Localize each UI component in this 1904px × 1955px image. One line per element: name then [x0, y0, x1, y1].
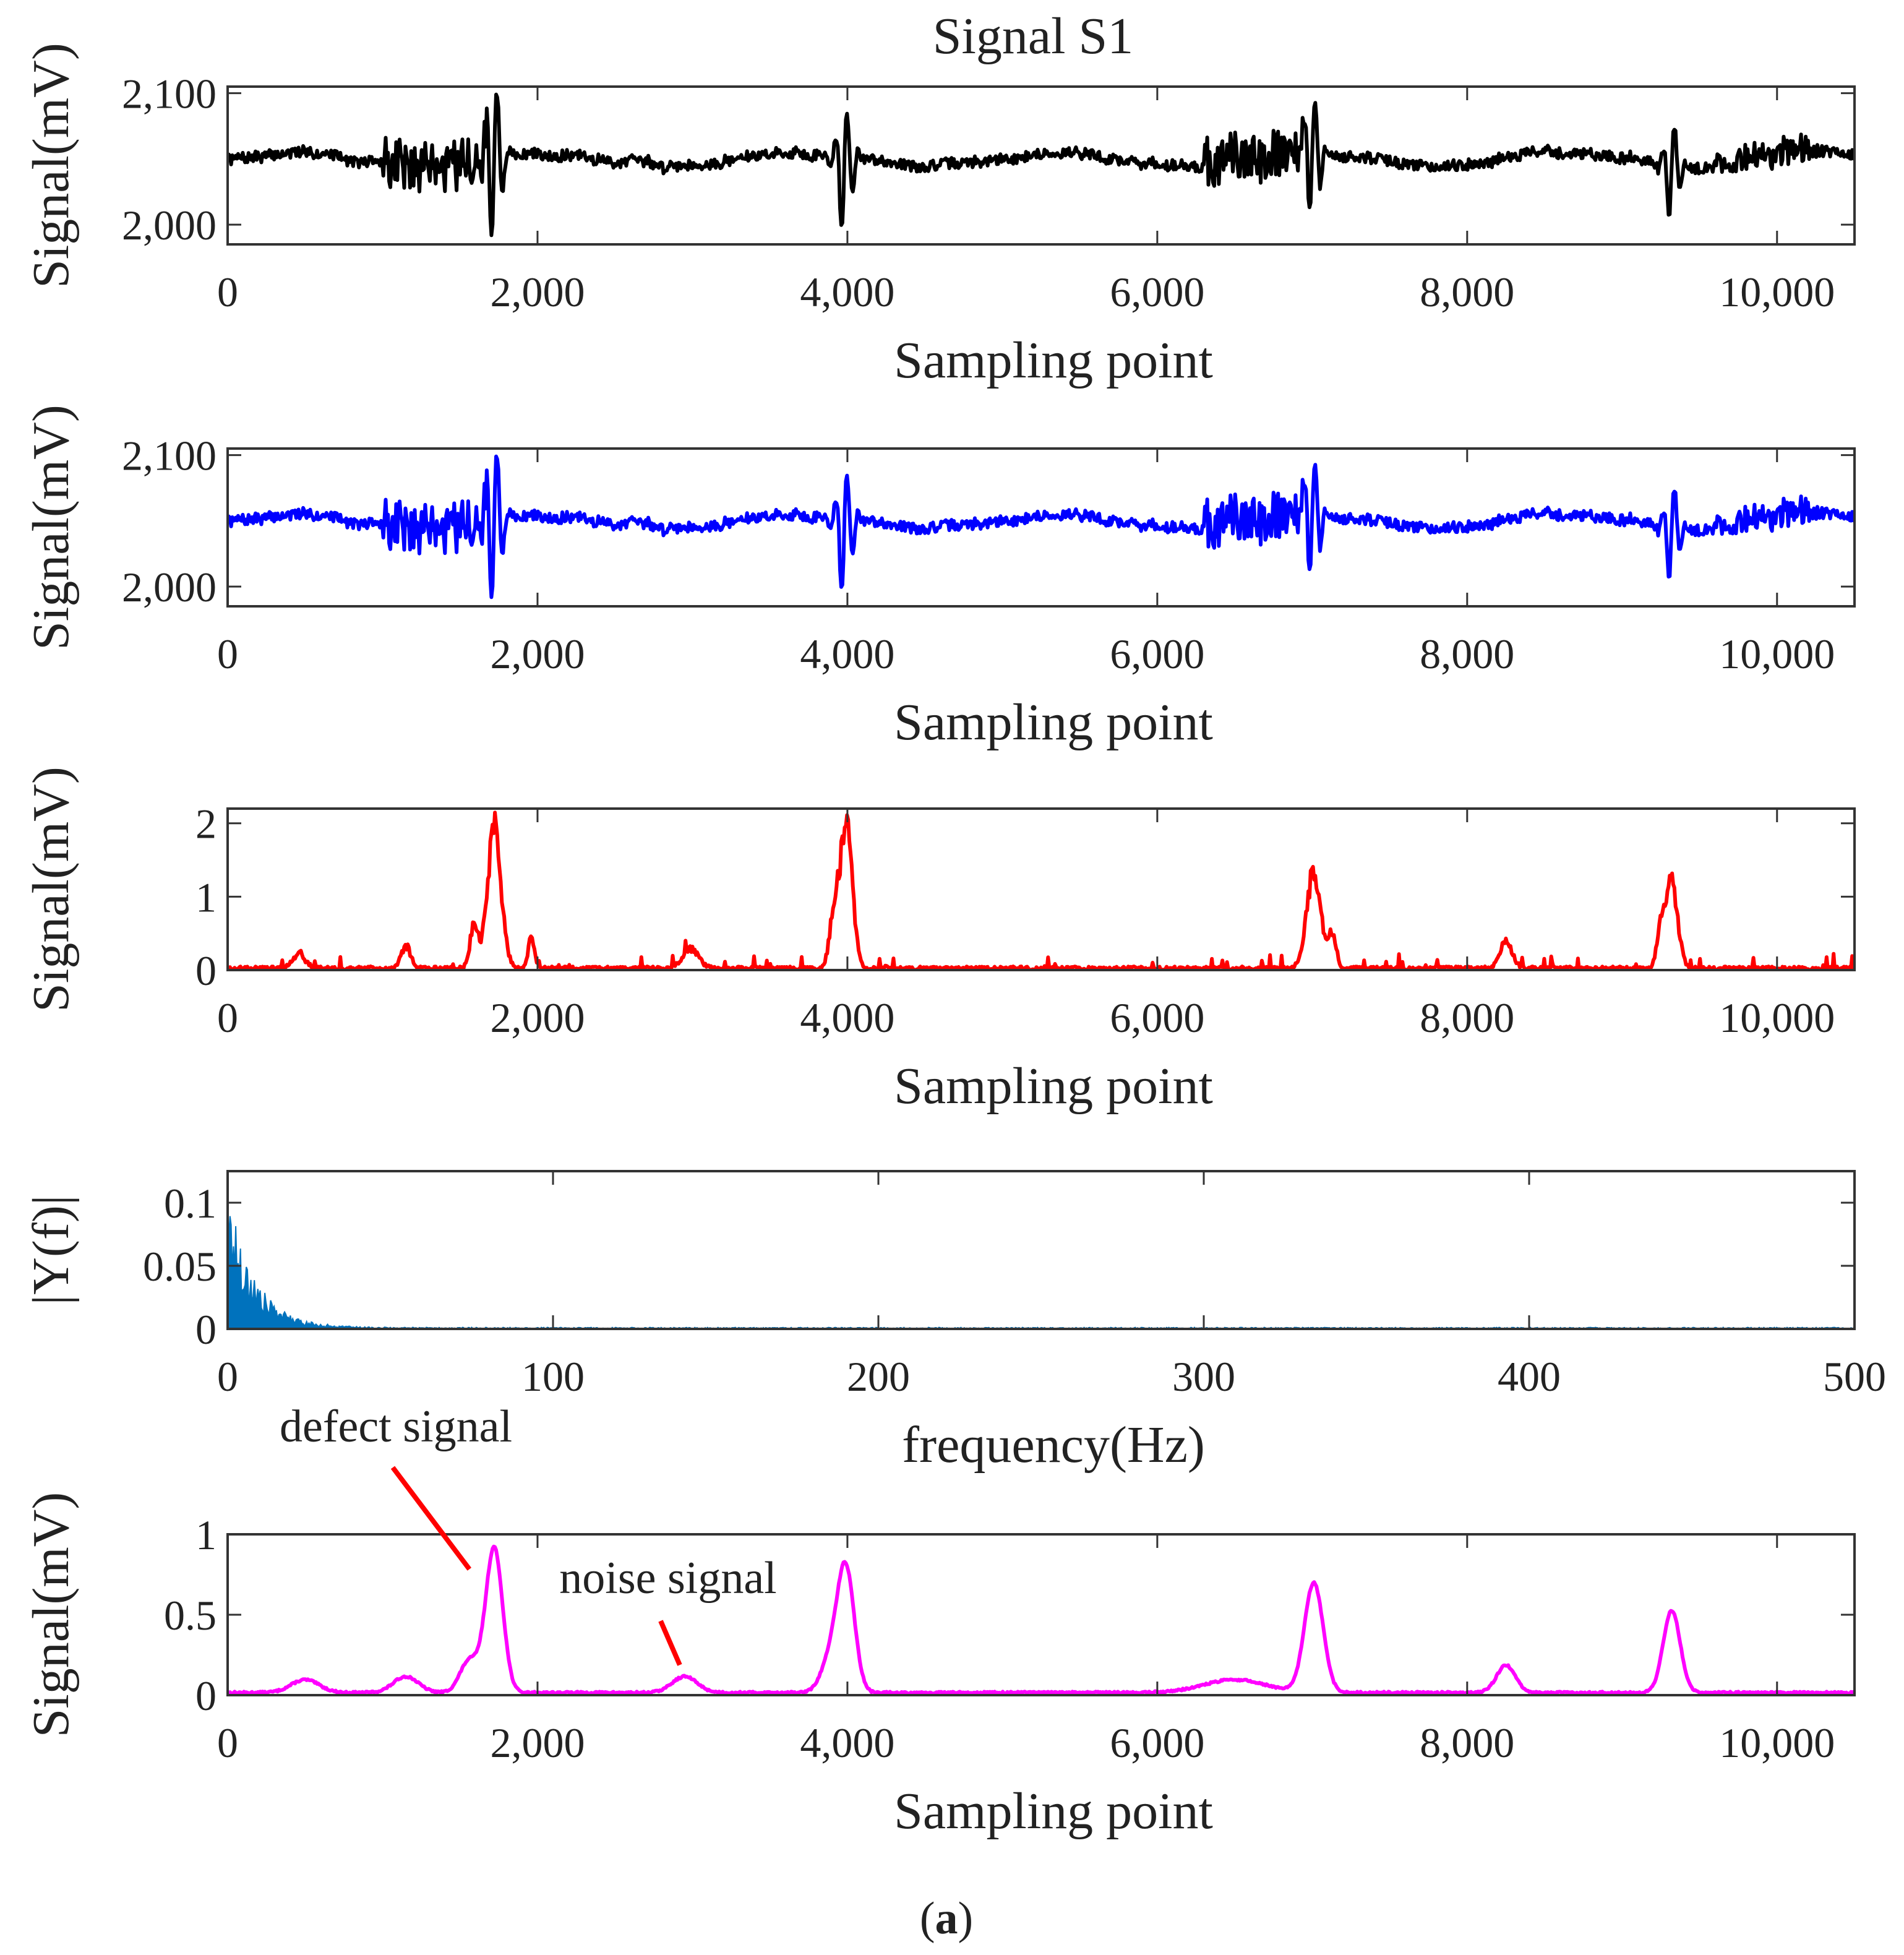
panel-envelope: 0 2,000 4,000 6,000 8,000 10,000 0 0.5 1 Sampling…	[22, 1401, 1856, 1840]
x-tick-label: 8,000	[1420, 630, 1514, 677]
x-tick-label: 2,000	[490, 994, 585, 1041]
caption-close-paren: )	[958, 1893, 974, 1944]
x-axis-label: frequency(Hz)	[902, 1416, 1205, 1474]
y-tick-label: 2,100	[122, 71, 217, 118]
y-tick-label: 0.05	[143, 1243, 217, 1290]
x-tick-label: 0	[217, 1719, 238, 1766]
y-tick-label: 0	[195, 947, 217, 994]
series-energy	[228, 810, 1855, 970]
x-axis-label: Sampling point	[894, 1782, 1213, 1840]
y-tick-label: 0	[195, 1306, 217, 1353]
x-tick-label: 2,000	[490, 1719, 585, 1766]
x-tick-label: 4,000	[800, 269, 894, 316]
axes-box	[226, 85, 1856, 246]
figure-caption: (a)	[920, 1893, 973, 1944]
y-tick-label: 0.1	[164, 1180, 217, 1227]
y-tick-label: 2,000	[122, 202, 217, 249]
x-tick-label: 4,000	[800, 994, 894, 1041]
x-tick-label: 0	[217, 994, 238, 1041]
y-tick-label: 1	[195, 1511, 217, 1558]
y-tick-label: 0.5	[164, 1592, 217, 1639]
y-tick-label: 2	[195, 801, 217, 848]
panel-raw: 0 2,000 4,000 6,000 8,000 10,0002,0002,100Sam…	[22, 43, 1856, 389]
x-tick-label: 6,000	[1110, 1719, 1204, 1766]
y-axis-label: Signal(mV)	[22, 405, 80, 650]
x-tick-label: 6,000	[1110, 994, 1204, 1041]
x-tick-label: 200	[847, 1353, 910, 1400]
chart-title: Signal S1	[933, 7, 1133, 65]
axes-box	[226, 1170, 1856, 1330]
series-raw	[228, 92, 1855, 238]
x-tick-label: 8,000	[1420, 994, 1514, 1041]
y-axis-label: Signal(mV)	[22, 43, 80, 288]
annotation-noise-label: noise signal	[559, 1553, 776, 1604]
annotation-noise-arrow	[658, 1620, 682, 1666]
y-tick-label: 2,100	[122, 432, 217, 479]
x-tick-label: 10,000	[1719, 630, 1835, 677]
x-tick-label: 4,000	[800, 1719, 894, 1766]
x-tick-label: 100	[521, 1353, 585, 1400]
x-tick-label: 10,000	[1719, 994, 1835, 1041]
y-axis-label: |Y(f)|	[22, 1195, 80, 1305]
x-tick-label: 0	[217, 630, 238, 677]
axes-box	[226, 447, 1856, 608]
x-axis-label: Sampling point	[894, 694, 1213, 751]
y-axis-label: Signal(mV)	[22, 1492, 80, 1738]
x-tick-label: 2,000	[490, 269, 585, 316]
x-tick-label: 500	[1823, 1353, 1886, 1400]
caption-open-paren: (	[920, 1893, 935, 1944]
panel-spectrum: 0 100 200 300 400 500 0 0.05 0.1 frequency(Hz) |Y(…	[22, 1170, 1886, 1474]
series-denoised	[228, 454, 1855, 599]
series-envelope	[228, 1544, 1855, 1695]
x-tick-label: 10,000	[1719, 1719, 1835, 1766]
x-tick-label: 300	[1172, 1353, 1235, 1400]
x-tick-label: 6,000	[1110, 269, 1204, 316]
x-tick-label: 0	[217, 269, 238, 316]
x-tick-label: 6,000	[1110, 630, 1204, 677]
x-tick-label: 8,000	[1420, 269, 1514, 316]
y-axis-label: Signal(mV)	[22, 767, 80, 1012]
x-tick-label: 2,000	[490, 630, 585, 677]
x-tick-label: 8,000	[1420, 1719, 1514, 1766]
y-tick-label: 2,000	[122, 564, 217, 611]
y-tick-label: 0	[195, 1672, 217, 1719]
panel-denoised: 0 2,000 4,000 6,000 8,000 10,0002,0002,100Sam…	[22, 405, 1856, 751]
caption-letter: a	[935, 1893, 958, 1944]
x-axis-label: Sampling point	[894, 1057, 1213, 1115]
x-tick-label: 4,000	[800, 630, 894, 677]
x-tick-label: 0	[217, 1353, 238, 1400]
axes-box	[226, 807, 1856, 971]
panel-energy: 0 2,000 4,000 6,000 8,000 10,000 0 1 2 Sampling p…	[22, 767, 1856, 1115]
annotation-defect-arrow	[390, 1466, 472, 1571]
plots-group: 0 2,000 4,000 6,000 8,000 10,0002,0002,100Sam…	[22, 43, 1886, 1840]
y-tick-label: 1	[195, 874, 217, 921]
x-tick-label: 10,000	[1719, 269, 1835, 316]
x-tick-label: 400	[1498, 1353, 1561, 1400]
x-axis-label: Sampling point	[894, 332, 1213, 389]
annotation-defect-label: defect signal	[280, 1401, 512, 1452]
